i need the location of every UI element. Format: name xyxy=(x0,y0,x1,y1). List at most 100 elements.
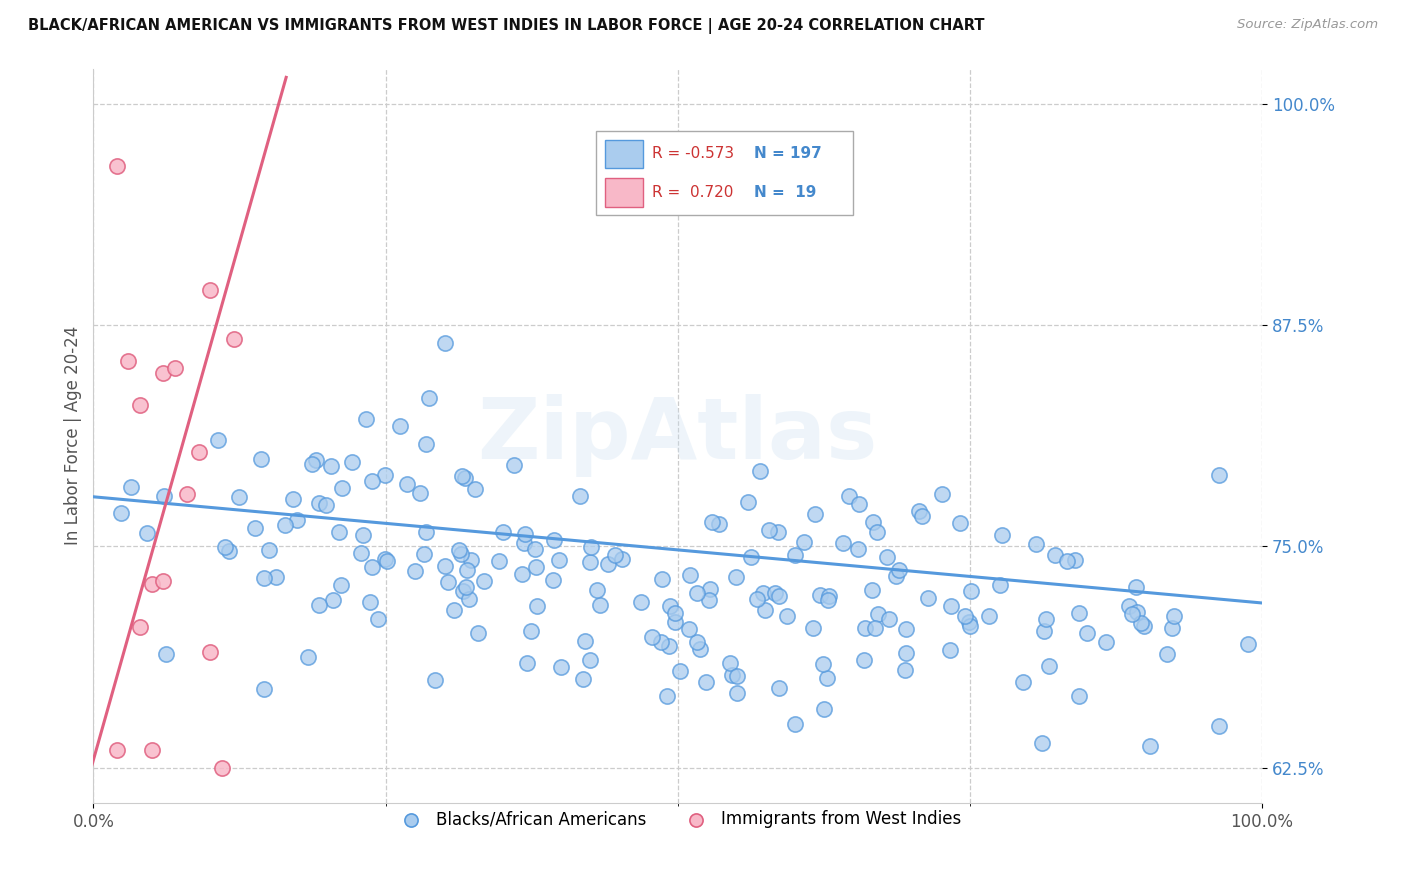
Point xyxy=(695,674,717,689)
Legend: Blacks/African Americans, Immigrants from West Indies: Blacks/African Americans, Immigrants fro… xyxy=(388,804,967,835)
Point xyxy=(610,552,633,566)
Point xyxy=(301,458,323,472)
Point xyxy=(447,543,470,558)
Point xyxy=(1121,607,1143,621)
Point xyxy=(852,653,875,667)
Point xyxy=(1064,553,1087,567)
Point xyxy=(548,553,571,567)
Point xyxy=(252,571,274,585)
Point xyxy=(409,486,432,500)
Point xyxy=(451,583,474,598)
Point xyxy=(266,570,288,584)
Point xyxy=(697,592,720,607)
Point xyxy=(214,541,236,555)
Point xyxy=(699,582,721,596)
Point xyxy=(222,849,245,863)
Point xyxy=(686,586,709,600)
Point xyxy=(941,599,963,613)
Point xyxy=(1125,580,1147,594)
Point xyxy=(988,577,1011,591)
Point xyxy=(141,577,163,591)
Point xyxy=(488,554,510,568)
Point xyxy=(866,525,889,540)
Point xyxy=(801,621,824,635)
Point xyxy=(977,608,1000,623)
Point xyxy=(740,549,762,564)
Point xyxy=(328,524,350,539)
Point xyxy=(641,630,664,644)
Point xyxy=(141,743,163,757)
Point xyxy=(543,573,565,587)
Point xyxy=(513,527,536,541)
Point xyxy=(1095,635,1118,649)
Text: R =  0.720: R = 0.720 xyxy=(652,185,734,200)
Point xyxy=(155,647,177,661)
Point xyxy=(437,575,460,590)
Point xyxy=(1133,619,1156,633)
Point xyxy=(550,660,572,674)
Point xyxy=(415,524,437,539)
Point xyxy=(105,743,128,757)
Point xyxy=(586,582,609,597)
Point xyxy=(579,653,602,667)
Point xyxy=(894,646,917,660)
Point xyxy=(785,548,807,562)
Point xyxy=(908,504,931,518)
Point xyxy=(765,586,787,600)
Point xyxy=(707,517,730,532)
Point xyxy=(1043,548,1066,562)
Point xyxy=(1118,599,1140,613)
Point xyxy=(689,642,711,657)
Point xyxy=(460,553,482,567)
Point xyxy=(516,657,538,671)
Point xyxy=(1156,647,1178,661)
Point xyxy=(120,480,142,494)
Point xyxy=(152,366,174,380)
Point xyxy=(846,542,869,557)
Point xyxy=(737,495,759,509)
Point xyxy=(233,875,256,889)
Point xyxy=(818,589,841,603)
Point xyxy=(725,686,748,700)
Point xyxy=(589,598,612,612)
Point xyxy=(285,513,308,527)
Point xyxy=(664,606,686,620)
Point xyxy=(863,620,886,634)
Point xyxy=(574,634,596,648)
Point xyxy=(433,559,456,574)
Point xyxy=(415,437,437,451)
Point xyxy=(793,535,815,549)
Point xyxy=(457,592,479,607)
Point xyxy=(838,489,860,503)
Point xyxy=(651,572,673,586)
Point xyxy=(725,570,748,584)
Point xyxy=(1032,624,1054,638)
Point xyxy=(198,283,221,297)
Text: ZipAtlas: ZipAtlas xyxy=(478,394,877,477)
Text: N =  19: N = 19 xyxy=(754,185,815,200)
Point xyxy=(165,360,187,375)
Point xyxy=(745,592,768,607)
Point xyxy=(510,566,533,581)
Point xyxy=(443,603,465,617)
Point xyxy=(953,609,976,624)
Point xyxy=(768,681,790,695)
Point xyxy=(198,645,221,659)
Point xyxy=(853,622,876,636)
Point xyxy=(721,668,744,682)
Point xyxy=(524,560,547,574)
Point xyxy=(758,524,780,538)
Point xyxy=(877,612,900,626)
Point xyxy=(1012,675,1035,690)
Point xyxy=(332,481,354,495)
Point xyxy=(949,516,972,530)
Point xyxy=(356,412,378,426)
Point xyxy=(887,563,910,577)
Point xyxy=(245,520,267,534)
Point xyxy=(815,671,838,685)
FancyBboxPatch shape xyxy=(596,131,853,215)
Point xyxy=(207,434,229,448)
Point xyxy=(404,564,426,578)
Point xyxy=(655,689,678,703)
Point xyxy=(808,588,831,602)
